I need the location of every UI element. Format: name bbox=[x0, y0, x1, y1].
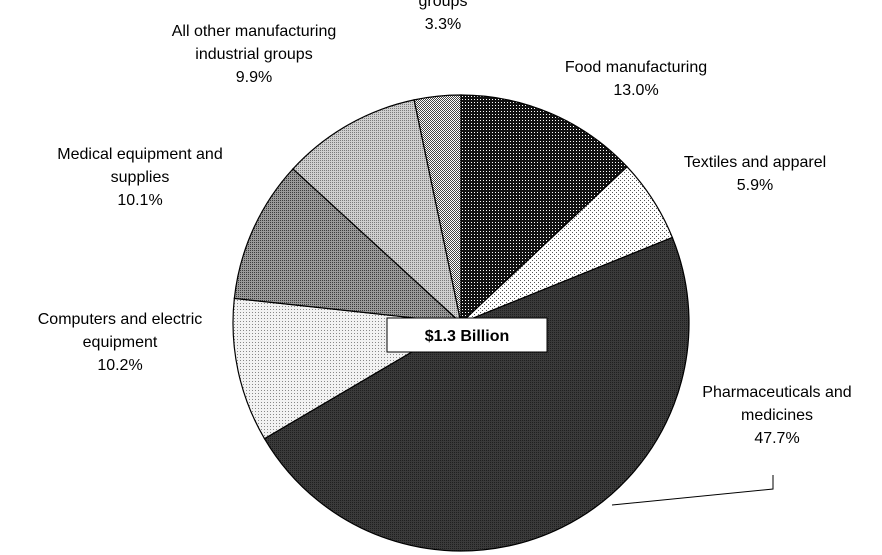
slice-category-label: equipment bbox=[83, 334, 158, 351]
pie-slice bbox=[413, 94, 462, 324]
slice-percent-label: 9.9% bbox=[236, 69, 272, 86]
slice-category-label: industrial groups bbox=[195, 46, 312, 63]
pie-slice bbox=[292, 99, 462, 325]
slice-percent-label: 5.9% bbox=[737, 177, 773, 194]
slice-category-label: All other manufacturing bbox=[172, 23, 337, 40]
slice-category-label: supplies bbox=[111, 169, 170, 186]
slice-percent-label: 10.2% bbox=[97, 357, 142, 374]
center-label: $1.3 Billion bbox=[425, 328, 509, 345]
slice-category-label: Computers and electric bbox=[38, 311, 203, 328]
leader-line bbox=[611, 475, 774, 506]
pie-slice bbox=[263, 236, 690, 552]
slice-category-label: Textiles and apparel bbox=[684, 154, 826, 171]
slice-category-label: medicines bbox=[741, 407, 813, 424]
center-label-box: $1.3 Billion bbox=[386, 317, 548, 353]
slice-percent-label: 47.7% bbox=[754, 430, 799, 447]
slice-category-label: Pharmaceuticals and bbox=[702, 384, 851, 401]
leader-lines bbox=[611, 475, 774, 506]
slice-category-label: Food manufacturing bbox=[565, 59, 707, 76]
pie-slice bbox=[233, 168, 463, 324]
pie-slices bbox=[232, 94, 690, 552]
slice-percent-label: 3.3% bbox=[425, 16, 461, 33]
pie-slice bbox=[460, 94, 628, 325]
slice-percent-label: 13.0% bbox=[613, 82, 658, 99]
slice-category-label: Medical equipment and bbox=[57, 146, 222, 163]
slice-category-label: groups bbox=[419, 0, 468, 10]
slice-percent-label: 10.1% bbox=[117, 192, 162, 209]
slice-labels: Food manufacturing 13.0% Textiles and appa… bbox=[38, 0, 852, 447]
